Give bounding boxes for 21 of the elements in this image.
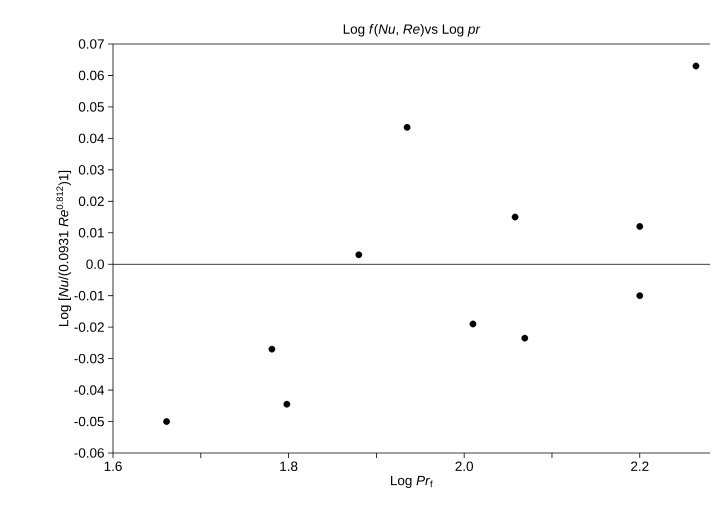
y-tick-label: 0.07 bbox=[78, 39, 104, 49]
y-tick-label: -0.03 bbox=[74, 354, 104, 364]
x-tick-label: 2.0 bbox=[456, 462, 474, 472]
y-tick-label: 0.04 bbox=[78, 134, 104, 144]
y-tick-label: -0.02 bbox=[74, 322, 104, 332]
x-tick-label: 1.8 bbox=[280, 462, 298, 472]
y-tick-label: 0.0 bbox=[86, 259, 104, 269]
y-tick-label: 0.05 bbox=[78, 102, 104, 112]
y-tick-label: 0.02 bbox=[78, 196, 104, 206]
x-axis-title: Log Pr$_{f}$ bbox=[391, 476, 433, 488]
x-tick-label: 2.2 bbox=[631, 462, 648, 471]
y-tick-label: 0.01 bbox=[78, 228, 104, 238]
y-tick-label: -0.04 bbox=[74, 385, 104, 395]
x-tick-label: 1.6 bbox=[104, 462, 122, 472]
y-tick-label: -0.05 bbox=[74, 416, 104, 426]
y-tick-label: 0.03 bbox=[78, 165, 104, 175]
y-tick-label: -0.06 bbox=[74, 448, 104, 458]
y-axis-title: Log [Nu/(0.0931 Re$^{0.812}$)1] bbox=[56, 170, 71, 326]
chart-title: Log f(Nu, Re)vs Log pr bbox=[344, 24, 480, 36]
y-tick-label: 0.06 bbox=[78, 70, 104, 80]
y-tick-label: -0.01 bbox=[74, 290, 104, 300]
